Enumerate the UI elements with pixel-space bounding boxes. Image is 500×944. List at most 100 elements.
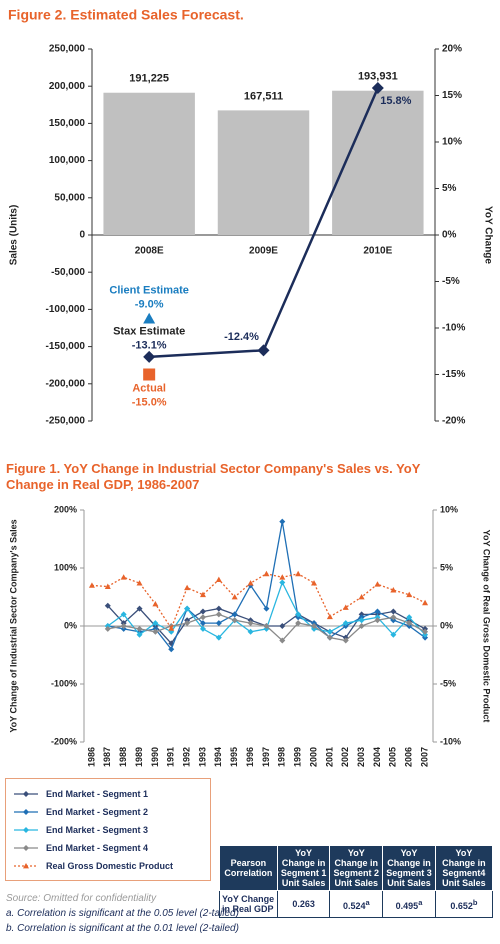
point [342, 637, 349, 644]
table-cell: 0.495a [382, 890, 436, 918]
x-tick-label: 2007 [419, 747, 429, 767]
y-tick-label: -200% [51, 736, 77, 746]
point [184, 605, 191, 612]
x-tick-label: 1997 [261, 747, 271, 767]
point [199, 614, 206, 621]
point [215, 611, 222, 618]
legend-marker [23, 863, 29, 869]
series-name: Stax Estimate [113, 326, 185, 338]
header-cell: YoY Change in Segment 1 Unit Sales [276, 845, 331, 891]
table-cell: 0.652b [434, 890, 494, 918]
legend-marker [23, 827, 29, 833]
x-tick-label: 1986 [86, 747, 96, 767]
cell-text: 0.652 [450, 900, 473, 911]
point [184, 584, 191, 591]
y-tick-label: -50,000 [51, 267, 85, 278]
legend-label: End Market - Segment 4 [46, 843, 149, 853]
point [199, 625, 206, 632]
x-tick-label: 1996 [245, 747, 255, 767]
legend-swatch [14, 863, 38, 869]
point [295, 620, 302, 627]
value-label: 191,225 [129, 73, 169, 85]
point [120, 574, 127, 580]
y2-tick-label: -5% [440, 678, 456, 688]
bar [332, 90, 424, 236]
y2-tick-label: -20% [442, 416, 465, 427]
y-tick-label: 200,000 [49, 81, 86, 92]
point [295, 611, 302, 618]
legend-item: End Market - Segment 1 [14, 785, 202, 803]
value-label: 167,511 [244, 90, 283, 102]
legend-swatch [14, 809, 38, 815]
y2-tick-label: -10% [440, 736, 461, 746]
series-line [91, 573, 426, 630]
y-tick-label: -100% [51, 678, 77, 688]
point [263, 623, 270, 629]
annotation-text: Client Estimate [109, 285, 188, 297]
x-tick-label: 2006 [404, 747, 414, 767]
point [199, 591, 206, 598]
point [152, 600, 159, 607]
point [406, 620, 413, 627]
point [257, 344, 270, 357]
point [263, 570, 270, 577]
point [104, 602, 111, 609]
point [311, 623, 318, 629]
table-header: Pearson Correlation YoY Change in Segment… [219, 845, 494, 891]
annotation-value: -9.0% [135, 299, 164, 311]
point [247, 628, 254, 635]
y2-tick-label: -10% [442, 323, 465, 334]
point [422, 628, 429, 635]
point [199, 620, 206, 627]
value-label: -13.1% [132, 340, 167, 352]
legend-item: Real Gross Domestic Product [14, 857, 202, 875]
point [136, 580, 143, 586]
x-tick-label: 2010E [363, 246, 392, 257]
footnote: a. Correlation is significant at the 0.0… [6, 908, 239, 919]
cell-text: 0.495 [395, 900, 419, 911]
y-axis-title: YoY Change of Industrial Sector Company'… [8, 519, 18, 732]
point [390, 608, 397, 615]
point [104, 625, 111, 632]
bar [103, 92, 195, 235]
x-tick-label: 1990 [150, 747, 160, 767]
x-tick-label: 1989 [134, 747, 144, 767]
legend: End Market - Segment 1 End Market - Segme… [5, 778, 211, 881]
x-tick-label: 2001 [324, 747, 334, 767]
y-tick-label: 100% [54, 562, 77, 572]
point [374, 581, 381, 587]
point [120, 611, 127, 618]
chart-title: Figure 2. Estimated Sales Forecast. [8, 7, 244, 23]
annotation-value: -15.0% [132, 396, 167, 408]
point [279, 518, 286, 525]
table-row: YoY Change in Real GDP 0.263 0.524a 0.495a 0… [219, 890, 494, 918]
y-tick-label: 200% [54, 504, 77, 514]
x-tick-label: 2003 [356, 747, 366, 767]
y2-tick-label: 0% [440, 620, 453, 630]
y2-tick-label: 20% [442, 44, 462, 55]
y-tick-label: 50,000 [54, 192, 85, 203]
point [279, 579, 286, 586]
point [342, 604, 349, 610]
cell-note: b [472, 897, 478, 907]
cell-note: a [365, 897, 370, 907]
point [390, 631, 397, 638]
point [326, 628, 333, 635]
y2-tick-label: 5% [440, 562, 453, 572]
legend-swatch [14, 845, 38, 851]
x-tick-label: 1987 [102, 747, 112, 767]
point [374, 617, 381, 624]
y2-tick-label: -15% [442, 369, 465, 380]
y2-tick-label: 0% [442, 230, 457, 241]
y-tick-label: 250,000 [49, 44, 86, 55]
point [231, 611, 238, 618]
value-label: 193,931 [358, 71, 398, 83]
y-axis-title: Sales (Units) [9, 205, 20, 266]
legend-label: Real Gross Domestic Product [46, 861, 174, 871]
x-tick-label: 1993 [197, 747, 207, 767]
point [326, 613, 333, 620]
table-cell: 0.263 [276, 890, 331, 918]
point [168, 646, 175, 653]
x-tick-label: 1991 [166, 747, 176, 767]
